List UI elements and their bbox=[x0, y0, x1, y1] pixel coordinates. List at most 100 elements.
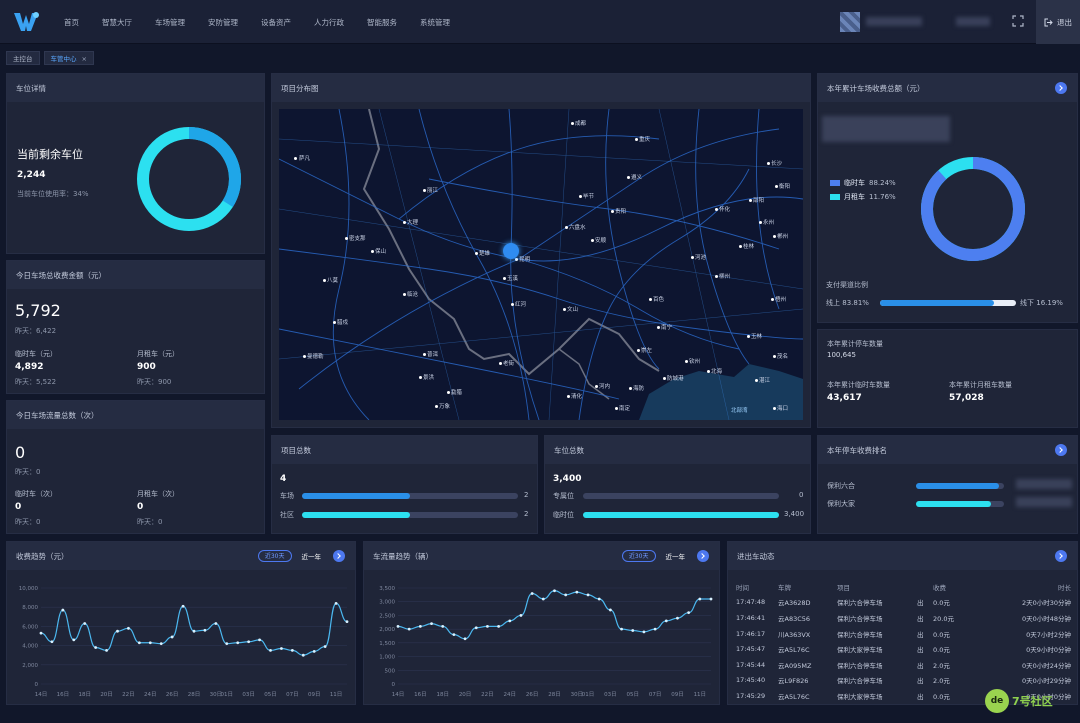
map-city-myitkyina: 密支那 bbox=[349, 236, 366, 242]
panel-title: 项目分布图 bbox=[272, 74, 810, 102]
data-point bbox=[597, 597, 601, 601]
map-city-wenshan: 文山 bbox=[567, 307, 579, 313]
legend-label: 月租车 bbox=[844, 193, 865, 201]
nav-item-service[interactable]: 智能服务 bbox=[367, 17, 397, 27]
arrow-right-icon[interactable] bbox=[333, 550, 345, 562]
close-icon[interactable]: × bbox=[81, 55, 87, 63]
x-tick-label: 03日 bbox=[604, 691, 617, 698]
y-tick-label: 3,000 bbox=[379, 600, 395, 606]
nav-item-assets[interactable]: 设备资产 bbox=[261, 17, 291, 27]
nav-item-home[interactable]: 首页 bbox=[64, 17, 79, 27]
map-city-chenzhou: 郴州 bbox=[777, 234, 789, 240]
map-city-baoshan: 保山 bbox=[375, 249, 387, 255]
range-30-days[interactable]: 近30天 bbox=[621, 550, 656, 562]
logout-button[interactable]: 退出 bbox=[1036, 0, 1080, 44]
cell-duration: 0天0小时48分钟 bbox=[1021, 614, 1071, 623]
cell-plate: 云A095MZ bbox=[778, 661, 812, 670]
project-marker[interactable] bbox=[503, 243, 519, 259]
map-dot bbox=[649, 298, 652, 301]
nav-item-parking[interactable]: 车场管理 bbox=[155, 17, 185, 27]
annual-month-value: 57,028 bbox=[949, 393, 984, 403]
temp-car-yesterday: 昨天：0 bbox=[15, 518, 41, 526]
map-city-chongqing: 重庆 bbox=[639, 137, 651, 143]
x-tick-label: 05日 bbox=[627, 691, 640, 698]
map-city-baise: 百色 bbox=[653, 297, 665, 303]
map-dot bbox=[403, 221, 406, 224]
watermark: de 7号社区 bbox=[985, 689, 1053, 713]
nav-item-hall[interactable]: 智慧大厅 bbox=[102, 17, 132, 27]
range-tabs: 近30天 近一年 bbox=[257, 550, 322, 562]
project-row-value: 2 bbox=[524, 510, 529, 518]
data-point bbox=[653, 627, 657, 631]
vehicle-flow-table: 时间 车牌 项目 收费 时长 17:47:48 云A3628D 保利六合停车场出 0.… bbox=[736, 579, 1071, 704]
nav-item-system[interactable]: 系统管理 bbox=[420, 17, 450, 27]
x-tick-label: 30日 bbox=[571, 691, 584, 698]
panel-title: 本年停车收费排名 bbox=[818, 436, 1077, 464]
map-city-lijiang: 丽江 bbox=[427, 188, 439, 194]
revenue-total: 5,792 bbox=[15, 301, 61, 320]
range-30-days[interactable]: 近30天 bbox=[257, 550, 292, 562]
series-line bbox=[40, 602, 348, 656]
cell-time: 17:45:47 bbox=[736, 645, 766, 654]
ranking-bar bbox=[916, 501, 1004, 507]
map-city-beihai: 北海 bbox=[711, 369, 723, 375]
col-fee: 收费 bbox=[933, 583, 946, 592]
map-dot bbox=[503, 277, 506, 280]
data-point bbox=[642, 630, 646, 634]
cell-direction: 出 bbox=[917, 661, 924, 670]
table-row[interactable]: 17:45:40 云L9F826 保利六合停车场 出 2.0元 0天0小时29分钟 bbox=[736, 673, 1071, 689]
tab-parking-center[interactable]: 车管中心 × bbox=[43, 51, 94, 65]
table-row[interactable]: 17:47:48 云A3628D 保利六合停车场 出 0.0元 2天0小时30分钟 bbox=[736, 595, 1071, 611]
y-tick-label: 1,500 bbox=[379, 641, 395, 647]
table-row[interactable]: 17:45:44 云A095MZ 保利六合停车场 出 2.0元 0天0小时24分钟 bbox=[736, 657, 1071, 673]
arrow-right-icon[interactable] bbox=[1055, 550, 1067, 562]
data-point bbox=[127, 626, 130, 630]
map-dot bbox=[447, 391, 450, 394]
project-map[interactable]: 萨凡 昆明 楚雄 玉溪 红河 文山 丽江 大理 保山 普洱 临沧 南宁 贵阳 遵… bbox=[279, 109, 803, 420]
table-row[interactable]: 17:46:17 川A363VX 保利六合停车场 出 0.0元 0天7小时2分钟 bbox=[736, 626, 1071, 642]
data-point bbox=[39, 631, 43, 635]
arrow-right-icon[interactable] bbox=[1055, 444, 1067, 456]
map-city-yongzhou: 永州 bbox=[763, 220, 775, 226]
logout-label: 退出 bbox=[1057, 17, 1072, 27]
legend-swatch bbox=[830, 194, 840, 200]
nav-item-security[interactable]: 安防管理 bbox=[208, 17, 238, 27]
cell-project: 保利六合停车场 bbox=[837, 677, 883, 686]
arrow-right-icon[interactable] bbox=[1055, 82, 1067, 94]
cell-time: 17:45:29 bbox=[736, 691, 766, 700]
tab-console[interactable]: 主控台 bbox=[6, 51, 40, 65]
main-nav: 首页 智慧大厅 车场管理 安防管理 设备资产 人力行政 智能服务 系统管理 bbox=[64, 0, 473, 44]
data-point bbox=[519, 614, 523, 617]
table-row[interactable]: 17:46:41 云A83C56 保利六合停车场 出 20.0元 0天0小时48分钟 bbox=[736, 610, 1071, 626]
spaces-donut bbox=[137, 127, 241, 231]
monthly-car-yesterday: 昨天：900 bbox=[137, 378, 172, 386]
cell-fee: 0.0元 bbox=[933, 599, 950, 608]
offline-label: 线下 16.19% bbox=[1020, 298, 1063, 308]
table-row[interactable]: 17:45:29 云A5L76C 保利大家停车场 出 0.0元 0天0小时0分钟 bbox=[736, 688, 1071, 704]
data-point bbox=[586, 593, 590, 597]
map-dot bbox=[685, 360, 688, 363]
fullscreen-icon[interactable] bbox=[1012, 15, 1024, 27]
arrow-right-icon[interactable] bbox=[697, 550, 709, 562]
table-row[interactable]: 17:45:47 云A5L76C 保利大家停车场 出 0.0元 0天9小时0分钟 bbox=[736, 641, 1071, 657]
space-bar-fill bbox=[583, 512, 779, 518]
map-city-yulin: 玉林 bbox=[751, 334, 763, 340]
map-dot bbox=[773, 355, 776, 358]
cell-fee: 0.0元 bbox=[933, 692, 950, 701]
map-city-yuxi: 玉溪 bbox=[507, 276, 519, 282]
cell-duration: 2天0小时30分钟 bbox=[1021, 599, 1071, 608]
map-city-haikou: 海口 bbox=[777, 406, 789, 412]
annual-revenue-total-blurred bbox=[822, 116, 950, 142]
y-tick-label: 0 bbox=[35, 682, 39, 688]
data-point bbox=[430, 622, 433, 626]
cell-project: 保利六合停车场 bbox=[837, 630, 883, 639]
nav-item-hr[interactable]: 人力行政 bbox=[314, 17, 344, 27]
range-one-year[interactable]: 近一年 bbox=[301, 553, 322, 561]
cell-fee: 2.0元 bbox=[933, 661, 950, 670]
range-one-year[interactable]: 近一年 bbox=[665, 553, 686, 561]
map-dot bbox=[773, 235, 776, 238]
app-logo[interactable] bbox=[12, 10, 40, 34]
data-point bbox=[687, 611, 691, 615]
avatar[interactable] bbox=[840, 12, 860, 32]
map-city-changsha: 长沙 bbox=[771, 161, 783, 167]
